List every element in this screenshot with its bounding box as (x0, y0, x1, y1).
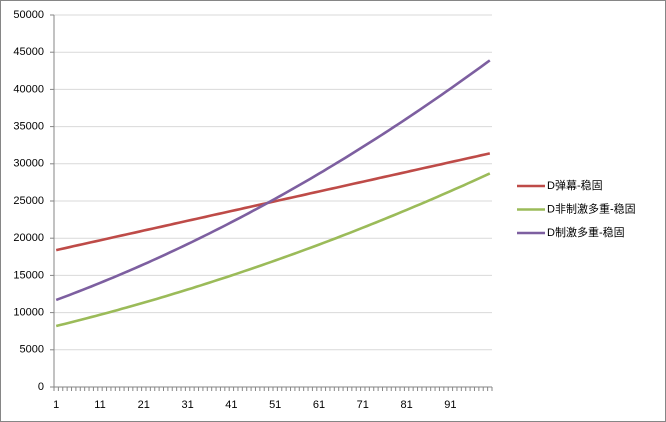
y-tick-label: 5000 (20, 344, 44, 356)
y-tick-label: 50000 (13, 9, 44, 21)
x-tick-label: 81 (400, 399, 412, 411)
x-tick-label: 31 (181, 399, 193, 411)
x-tick-label: 11 (94, 399, 105, 411)
y-tick-label: 25000 (13, 195, 44, 207)
legend-label: D弹幕-稳固 (547, 178, 603, 192)
x-tick-label: 51 (269, 399, 281, 411)
x-tick-label: 71 (357, 399, 369, 411)
y-tick-label: 35000 (13, 121, 44, 133)
y-tick-label: 0 (38, 381, 44, 393)
x-tick-label: 91 (444, 399, 456, 411)
y-tick-label: 30000 (13, 158, 44, 170)
series-line (55, 59, 491, 302)
y-tick-label: 45000 (13, 46, 44, 58)
x-tick-label: 21 (138, 399, 150, 411)
y-tick-label: 15000 (13, 269, 44, 281)
legend-label: D制激多重-稳固 (547, 225, 625, 239)
legend-label: D非制激多重-稳固 (547, 201, 636, 215)
x-tick-label: 61 (313, 399, 325, 411)
y-tick-label: 40000 (13, 83, 44, 95)
x-tick-label: 1 (53, 399, 59, 411)
y-tick-label: 10000 (13, 307, 44, 319)
x-tick-label: 41 (225, 399, 237, 411)
y-tick-label: 20000 (13, 232, 44, 244)
series-line (55, 172, 491, 328)
series-line (55, 152, 491, 252)
